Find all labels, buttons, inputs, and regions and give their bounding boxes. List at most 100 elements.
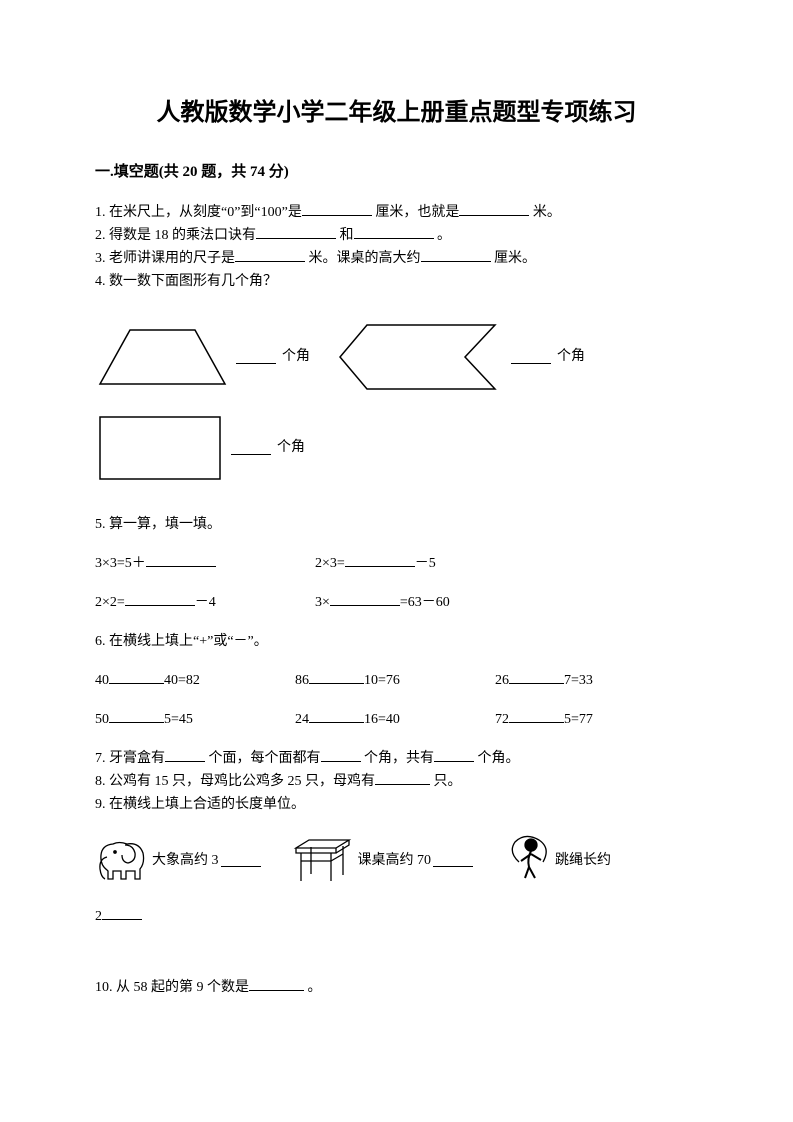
- blank[interactable]: [102, 906, 142, 920]
- q-text: 米。课桌的高大约: [309, 251, 421, 266]
- blank[interactable]: [330, 592, 400, 606]
- expr: 86: [295, 673, 309, 688]
- trapezoid-icon: [95, 322, 230, 392]
- expr: 10=76: [364, 673, 400, 688]
- q5-cell: 3×=63－60: [315, 592, 535, 613]
- q-number: 1.: [95, 205, 106, 220]
- expr: =63－60: [400, 595, 450, 610]
- question-7: 7. 牙膏盒有 个面，每个面都有 个角，共有 个角。: [95, 748, 698, 769]
- expr: 40=82: [164, 673, 200, 688]
- shapes-row-2: 个角: [95, 412, 698, 484]
- q-text: 从 58 起的第 9 个数是: [116, 980, 249, 995]
- expr: －4: [195, 595, 216, 610]
- q5-row: 2×2= －4 3×=63－60: [95, 592, 698, 613]
- expr: 2×3=: [315, 556, 345, 571]
- jump-rope-icon: [503, 834, 553, 886]
- q-number: 6.: [95, 634, 106, 649]
- expr: 26: [495, 673, 509, 688]
- blank[interactable]: [509, 670, 564, 684]
- q-number: 10.: [95, 980, 113, 995]
- q-number: 3.: [95, 251, 106, 266]
- blank[interactable]: [146, 553, 216, 567]
- q9-continuation: 2: [95, 906, 698, 927]
- blank[interactable]: [309, 709, 364, 723]
- shape-arrow-unit: 个角: [335, 317, 585, 397]
- q9-item-elephant: 大象高约 3: [95, 835, 261, 885]
- q-text: 得数是 18 的乘法口诀有: [109, 228, 256, 243]
- shapes-row-1: 个角 个角: [95, 317, 698, 397]
- blank[interactable]: [509, 709, 564, 723]
- blank[interactable]: [511, 350, 551, 364]
- q-text: 。: [308, 980, 322, 995]
- blank[interactable]: [434, 748, 474, 762]
- shape-rectangle-unit: 个角: [95, 412, 305, 484]
- blank[interactable]: [433, 853, 473, 867]
- label: 个角: [557, 346, 585, 367]
- blank[interactable]: [235, 248, 305, 262]
- desk-icon: [291, 833, 356, 888]
- blank[interactable]: [109, 709, 164, 723]
- question-3: 3. 老师讲课用的尺子是 米。课桌的高大约 厘米。: [95, 248, 698, 269]
- expr: 50: [95, 712, 109, 727]
- q6-cell: 86 10=76: [295, 670, 495, 691]
- question-4: 4. 数一数下面图形有几个角？: [95, 271, 698, 292]
- page-title: 人教版数学小学二年级上册重点题型专项练习: [95, 95, 698, 131]
- q-text: 公鸡有 15 只，母鸡比公鸡多 25 只，母鸡有: [109, 774, 375, 789]
- blank[interactable]: [125, 592, 195, 606]
- q-number: 5.: [95, 517, 106, 532]
- blank[interactable]: [249, 977, 304, 991]
- q5-cell: 2×3= －5: [315, 553, 535, 574]
- blank[interactable]: [109, 670, 164, 684]
- label: 个角: [282, 346, 310, 367]
- q5-grid: 3×3=5＋ 2×3= －5 2×2= －4 3×=63－60: [95, 553, 698, 613]
- q9-item-desk: 课桌高约 70: [291, 833, 474, 888]
- expr: 5=77: [564, 712, 593, 727]
- q9-text: 课桌高约 70: [358, 850, 432, 871]
- blank[interactable]: [421, 248, 491, 262]
- q5-cell: 2×2= －4: [95, 592, 315, 613]
- q-text: 米。: [533, 205, 561, 220]
- blank[interactable]: [459, 202, 529, 216]
- q-number: 4.: [95, 274, 106, 289]
- arrow-shape-icon: [335, 317, 505, 397]
- q-text: 厘米。: [494, 251, 536, 266]
- q-text: 厘米，也就是: [375, 205, 459, 220]
- q-text: 数一数下面图形有几个角？: [109, 274, 277, 289]
- blank[interactable]: [231, 441, 271, 455]
- expr: 3×3=5＋: [95, 556, 146, 571]
- blank[interactable]: [302, 202, 372, 216]
- q9-text: 大象高约 3: [152, 850, 219, 871]
- blank[interactable]: [309, 670, 364, 684]
- q-text: 个面，每个面都有: [209, 751, 321, 766]
- blank[interactable]: [345, 553, 415, 567]
- q-text: 在横线上填上合适的长度单位。: [109, 797, 305, 812]
- blank[interactable]: [354, 225, 434, 239]
- blank[interactable]: [236, 350, 276, 364]
- question-1: 1. 在米尺上，从刻度“0”到“100”是 厘米，也就是 米。: [95, 202, 698, 223]
- blank[interactable]: [256, 225, 336, 239]
- q-text: 和: [340, 228, 354, 243]
- q6-row: 505=45 2416=40 725=77: [95, 709, 698, 730]
- blank[interactable]: [165, 748, 205, 762]
- q9-text: 2: [95, 909, 102, 924]
- expr: 40: [95, 673, 109, 688]
- q-text: 个角。: [478, 751, 520, 766]
- q-number: 7.: [95, 751, 106, 766]
- blank[interactable]: [321, 748, 361, 762]
- q-text: 个角，共有: [364, 751, 434, 766]
- q-text: 老师讲课用的尺子是: [109, 251, 235, 266]
- q6-grid: 4040=82 8610=76 267=33 505=45 2416=40 72…: [95, 670, 698, 730]
- expr: －5: [415, 556, 436, 571]
- expr: 72: [495, 712, 509, 727]
- section-heading: 一.填空题(共 20 题，共 74 分): [95, 161, 698, 184]
- expr: 16=40: [364, 712, 400, 727]
- q6-cell: 267=33: [495, 670, 695, 691]
- expr: 2×2=: [95, 595, 125, 610]
- question-6: 6. 在横线上填上“+”或“－”。: [95, 631, 698, 652]
- q-number: 8.: [95, 774, 106, 789]
- q6-row: 40 40=82 86 10=76 267=33: [95, 670, 698, 691]
- question-10: 10. 从 58 起的第 9 个数是 。: [95, 977, 698, 998]
- blank[interactable]: [221, 853, 261, 867]
- q5-row: 3×3=5＋ 2×3= －5: [95, 553, 698, 574]
- blank[interactable]: [375, 771, 430, 785]
